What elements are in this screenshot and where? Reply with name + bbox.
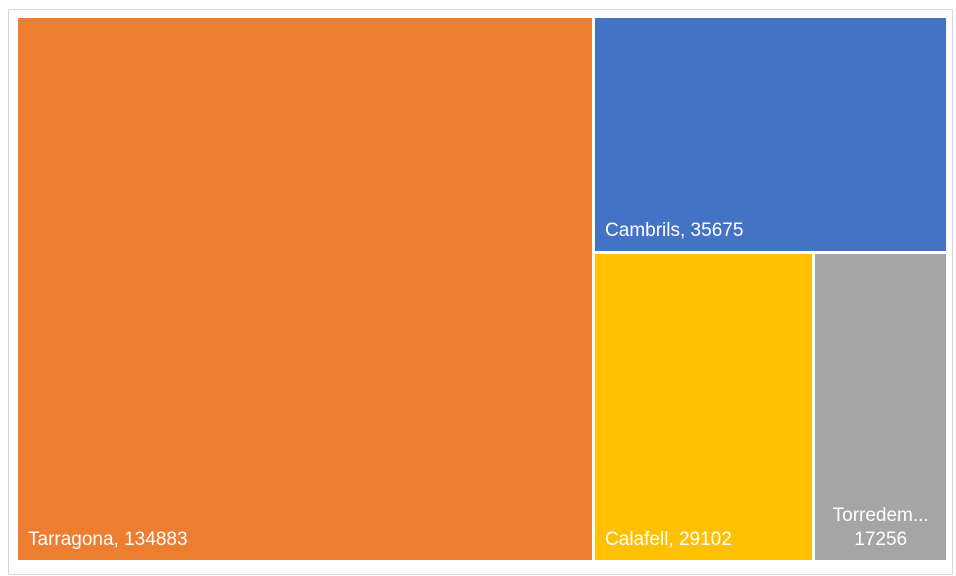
treemap-tile-cambrils[interactable]: Cambrils, 35675 (595, 18, 946, 251)
tile-label-tarragona: Tarragona, 134883 (28, 529, 188, 550)
tile-label-torredembarra: Torredem... 17256 (815, 504, 946, 552)
tile-label-torredembarra-name: Torredem... (832, 504, 929, 526)
tile-label-torredembarra-value: 17256 (854, 528, 908, 550)
tile-label-cambrils: Cambrils, 35675 (605, 219, 744, 241)
treemap-tile-tarragona[interactable]: Tarragona, 134883 (18, 18, 593, 560)
treemap-tile-calafell[interactable]: Calafell, 29102 (595, 253, 813, 560)
treemap-tile-torredembarra[interactable]: Torredem... 17256 (815, 253, 946, 560)
chart-frame: Tarragona, 134883 Cambrils, 35675 Calafe… (8, 9, 953, 575)
tile-label-calafell: Calafell, 29102 (605, 528, 732, 550)
